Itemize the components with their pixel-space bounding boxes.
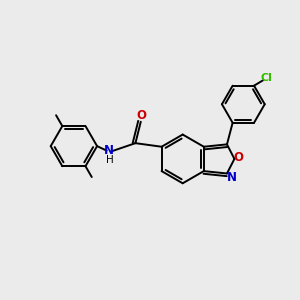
Text: O: O [233, 151, 243, 164]
Text: N: N [227, 171, 237, 184]
Text: H: H [106, 155, 113, 165]
Text: N: N [104, 144, 114, 158]
Text: Cl: Cl [261, 73, 272, 83]
Text: O: O [136, 109, 146, 122]
